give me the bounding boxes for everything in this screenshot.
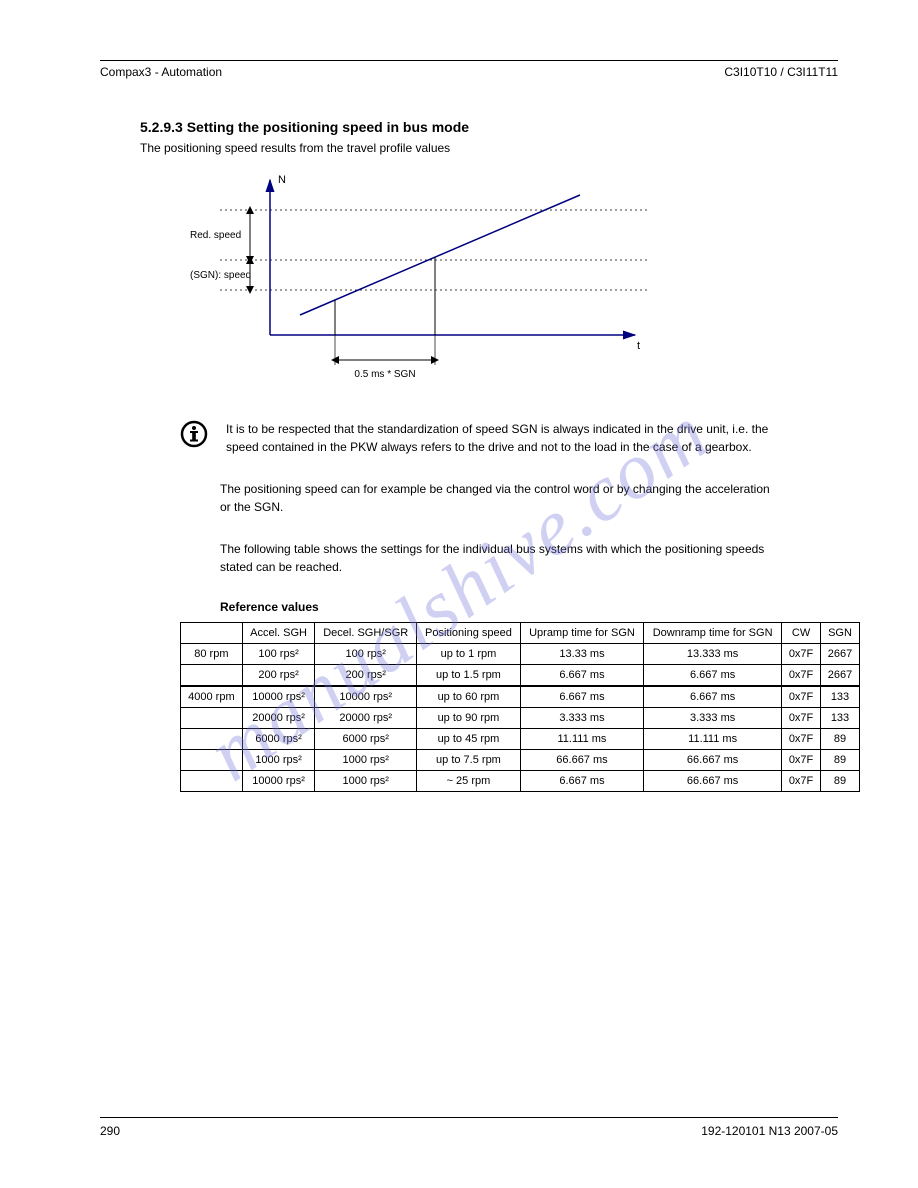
table-cell: 20000 rps² xyxy=(315,708,417,729)
svg-text:t: t xyxy=(637,340,640,352)
table-cell xyxy=(181,750,243,771)
table-cell: up to 90 rpm xyxy=(417,708,521,729)
table-cell: up to 1 rpm xyxy=(417,644,521,665)
table-cell: up to 7.5 rpm xyxy=(417,750,521,771)
table-cell: 66.667 ms xyxy=(644,750,782,771)
table-cell: 1000 rps² xyxy=(242,750,315,771)
table-cell xyxy=(181,708,243,729)
table-cell: 6000 rps² xyxy=(242,729,315,750)
table-cell: 0x7F xyxy=(782,708,821,729)
section-subtitle: The positioning speed results from the t… xyxy=(140,141,838,155)
header-left: Compax3 - Automation xyxy=(100,65,222,79)
table-cell: 80 rpm xyxy=(181,644,243,665)
table-cell: 3.333 ms xyxy=(644,708,782,729)
svg-text:Red. speed: Red. speed xyxy=(190,230,241,241)
table-row: 6000 rps²6000 rps²up to 45 rpm11.111 ms1… xyxy=(181,729,860,750)
table-cell: 200 rps² xyxy=(315,665,417,687)
reference-table: Accel. SGHDecel. SGH/SGRPositioning spee… xyxy=(180,622,860,792)
table-cell: 0x7F xyxy=(782,729,821,750)
table-cell: 1000 rps² xyxy=(315,750,417,771)
table-header-cell: Downramp time for SGN xyxy=(644,623,782,644)
table-cell: 6.667 ms xyxy=(520,771,643,792)
table-row: 10000 rps²1000 rps²~ 25 rpm6.667 ms66.66… xyxy=(181,771,860,792)
table-cell: 66.667 ms xyxy=(520,750,643,771)
header-right: C3I10T10 / C3I11T11 xyxy=(724,65,838,79)
table-row: 4000 rpm10000 rps²10000 rps²up to 60 rpm… xyxy=(181,686,860,708)
table-row: 200 rps²200 rps²up to 1.5 rpm6.667 ms6.6… xyxy=(181,665,860,687)
page-number: 290 xyxy=(100,1124,120,1138)
table-cell: up to 1.5 rpm xyxy=(417,665,521,687)
table-cell: up to 60 rpm xyxy=(417,686,521,708)
table-cell: 0x7F xyxy=(782,771,821,792)
table-header-cell: Accel. SGH xyxy=(242,623,315,644)
info-text: It is to be respected that the standardi… xyxy=(226,420,786,456)
table-cell: 1000 rps² xyxy=(315,771,417,792)
paragraph-1: The positioning speed can for example be… xyxy=(220,480,780,516)
table-cell: ~ 25 rpm xyxy=(417,771,521,792)
table-title: Reference values xyxy=(220,600,838,614)
table-cell: 89 xyxy=(821,771,860,792)
table-cell: 11.111 ms xyxy=(520,729,643,750)
table-cell: 89 xyxy=(821,750,860,771)
table-cell xyxy=(181,665,243,687)
svg-text:(SGN): speed: (SGN): speed xyxy=(190,270,251,281)
table-cell: 6.667 ms xyxy=(520,665,643,687)
table-header-cell: SGN xyxy=(821,623,860,644)
table-cell: 13.33 ms xyxy=(520,644,643,665)
section-title: 5.2.9.3 Setting the positioning speed in… xyxy=(140,119,838,135)
table-cell: 0x7F xyxy=(782,686,821,708)
table-cell: 4000 rpm xyxy=(181,686,243,708)
paragraph-2: The following table shows the settings f… xyxy=(220,540,780,576)
table-cell: 2667 xyxy=(821,644,860,665)
table-cell: 89 xyxy=(821,729,860,750)
doc-id: 192-120101 N13 2007-05 xyxy=(701,1124,838,1138)
table-cell: 0x7F xyxy=(782,750,821,771)
table-header-cell xyxy=(181,623,243,644)
table-cell: 0x7F xyxy=(782,644,821,665)
table-row: 20000 rps²20000 rps²up to 90 rpm3.333 ms… xyxy=(181,708,860,729)
table-cell: 100 rps² xyxy=(242,644,315,665)
table-cell: 0x7F xyxy=(782,665,821,687)
table-cell: 6000 rps² xyxy=(315,729,417,750)
table-cell: 133 xyxy=(821,686,860,708)
svg-text:0.5 ms * SGN: 0.5 ms * SGN xyxy=(354,369,415,380)
table-header-cell: Positioning speed xyxy=(417,623,521,644)
table-cell: 10000 rps² xyxy=(242,771,315,792)
table-cell: 66.667 ms xyxy=(644,771,782,792)
speed-chart: NtRed. speed(SGN): speed0.5 ms * SGN xyxy=(220,165,838,390)
table-cell: up to 45 rpm xyxy=(417,729,521,750)
table-cell: 2667 xyxy=(821,665,860,687)
table-cell: 6.667 ms xyxy=(520,686,643,708)
table-cell: 6.667 ms xyxy=(644,665,782,687)
table-cell: 200 rps² xyxy=(242,665,315,687)
table-row: 1000 rps²1000 rps²up to 7.5 rpm66.667 ms… xyxy=(181,750,860,771)
table-cell: 10000 rps² xyxy=(242,686,315,708)
table-header-cell: Decel. SGH/SGR xyxy=(315,623,417,644)
table-cell xyxy=(181,771,243,792)
table-header-cell: CW xyxy=(782,623,821,644)
table-cell: 100 rps² xyxy=(315,644,417,665)
table-cell xyxy=(181,729,243,750)
table-cell: 11.111 ms xyxy=(644,729,782,750)
svg-text:N: N xyxy=(278,174,286,186)
table-header-cell: Upramp time for SGN xyxy=(520,623,643,644)
table-cell: 6.667 ms xyxy=(644,686,782,708)
table-row: 80 rpm100 rps²100 rps²up to 1 rpm13.33 m… xyxy=(181,644,860,665)
table-cell: 3.333 ms xyxy=(520,708,643,729)
table-cell: 10000 rps² xyxy=(315,686,417,708)
info-icon xyxy=(180,420,208,448)
table-cell: 13.333 ms xyxy=(644,644,782,665)
table-cell: 133 xyxy=(821,708,860,729)
table-cell: 20000 rps² xyxy=(242,708,315,729)
